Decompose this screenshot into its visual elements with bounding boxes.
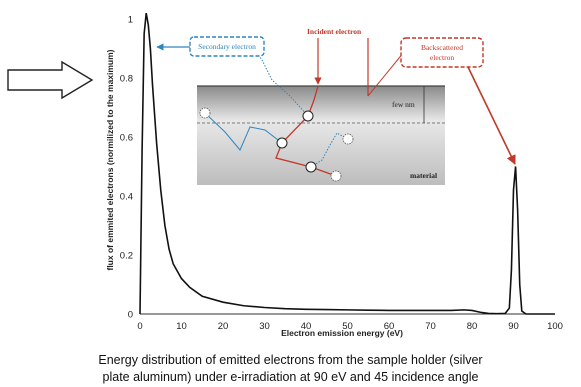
series-line <box>139 12 555 315</box>
plot-axes <box>140 313 555 315</box>
inset-schematic: few nm material Incident electron Second… <box>156 27 516 185</box>
backscatter-trajectory <box>367 51 405 97</box>
y-tick-labels: 0 0.2 0.4 0.6 0.8 1 <box>120 15 133 321</box>
backscattered-pointer-arrow <box>467 66 516 165</box>
material-block <box>197 86 445 185</box>
x-tick-labels: 0 10 20 30 40 50 60 70 80 90 100 <box>137 321 563 332</box>
atom-3 <box>305 161 317 173</box>
y-tick-label: 1 <box>128 15 133 26</box>
x-tick-label: 10 <box>176 321 187 332</box>
x-tick-label: 20 <box>218 321 229 332</box>
pointer-arrow-icon <box>7 60 94 100</box>
caption-line-1: Energy distribution of emitted electrons… <box>98 353 483 367</box>
x-tick-label: 80 <box>467 321 478 332</box>
depth-label: few nm <box>392 100 415 109</box>
atom-1 <box>302 110 314 122</box>
secondary-electron-label: Secondary electron <box>198 42 256 51</box>
atom-4 <box>330 170 342 182</box>
y-tick-label: 0.6 <box>120 133 133 144</box>
y-axis-title: flux of emmited electrons (normilized to… <box>105 49 115 270</box>
x-tick-label: 0 <box>137 321 142 332</box>
y-tick-label: 0.8 <box>120 74 133 85</box>
x-tick-label: 100 <box>547 321 563 332</box>
x-tick-label: 40 <box>301 321 312 332</box>
secondary-trajectory-3 <box>310 132 348 168</box>
backscattered-electron-box <box>400 37 484 68</box>
backscattered-label-2: electron <box>430 53 454 62</box>
y-tick-label: 0 <box>128 310 133 321</box>
x-tick-label: 90 <box>508 321 519 332</box>
x-tick-label: 60 <box>384 321 395 332</box>
x-tick-label: 70 <box>425 321 436 332</box>
secondary-electron-box <box>189 36 265 57</box>
atom-2 <box>276 137 288 149</box>
y-tick-label: 0.4 <box>120 192 133 203</box>
backscattered-label-1: Backscattered <box>421 43 463 52</box>
y-tick-label: 0.2 <box>120 251 133 262</box>
x-tick-label: 50 <box>342 321 353 332</box>
incident-electron-label: Incident electron <box>307 27 362 36</box>
x-axis-title: Electron emission energy (eV) <box>281 328 403 338</box>
atom-6 <box>342 133 354 145</box>
caption-line-2: plate aluminum) under e-irradiation at 9… <box>102 370 479 384</box>
atom-5 <box>199 107 211 119</box>
x-tick-label: 30 <box>259 321 270 332</box>
material-label: material <box>410 171 437 180</box>
secondary-trajectory-2 <box>204 112 283 151</box>
